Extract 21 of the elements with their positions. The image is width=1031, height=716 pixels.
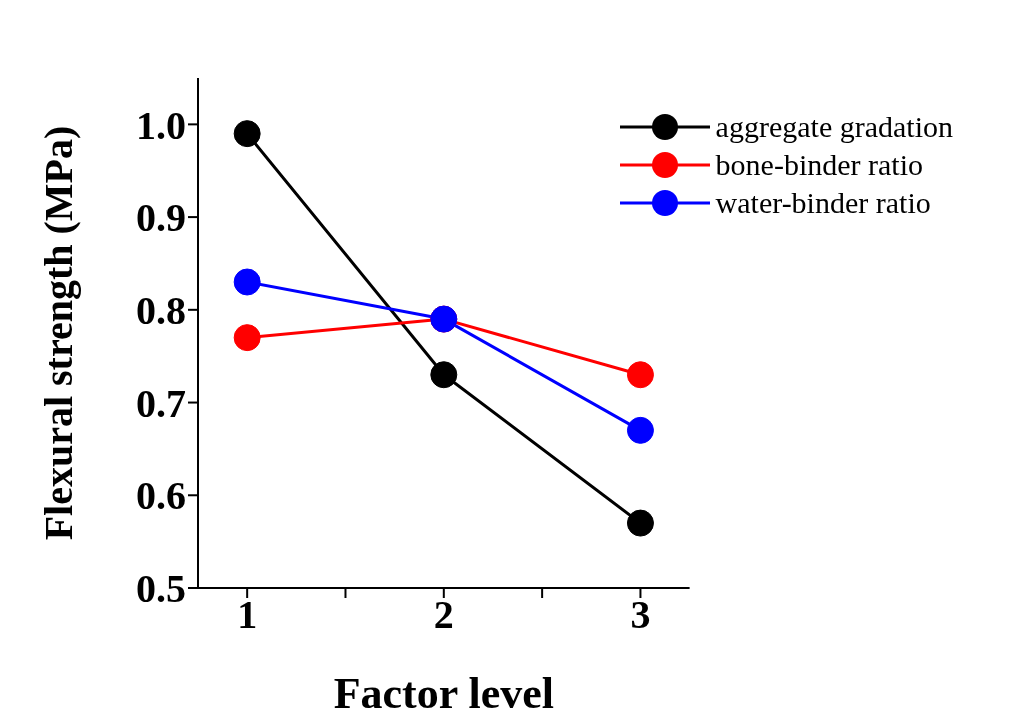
point bbox=[233, 120, 261, 148]
point bbox=[430, 361, 458, 389]
point bbox=[233, 268, 261, 296]
y-tick-label: 0.5 bbox=[136, 566, 186, 612]
y-tick-label: 0.7 bbox=[136, 380, 186, 426]
point bbox=[626, 509, 654, 537]
point bbox=[233, 324, 261, 352]
point bbox=[626, 361, 654, 389]
y-tick-label: 0.8 bbox=[136, 288, 186, 334]
y-axis-title: Flexural strength (MPa) bbox=[36, 125, 82, 541]
legend-label: water-binder ratio bbox=[715, 186, 931, 220]
x-axis-title: Factor level bbox=[333, 669, 554, 716]
y-tick-label: 0.6 bbox=[136, 473, 186, 519]
x-tick-label: 2 bbox=[433, 592, 454, 638]
y-tick-label: 0.9 bbox=[136, 195, 186, 241]
x-tick-label: 1 bbox=[237, 592, 258, 638]
x-tick-label: 3 bbox=[630, 592, 651, 638]
y-tick-label: 1.0 bbox=[136, 102, 186, 148]
legend-label: bone-binder ratio bbox=[715, 148, 924, 182]
legend-label: aggregate gradation bbox=[715, 110, 953, 144]
point bbox=[626, 416, 654, 444]
